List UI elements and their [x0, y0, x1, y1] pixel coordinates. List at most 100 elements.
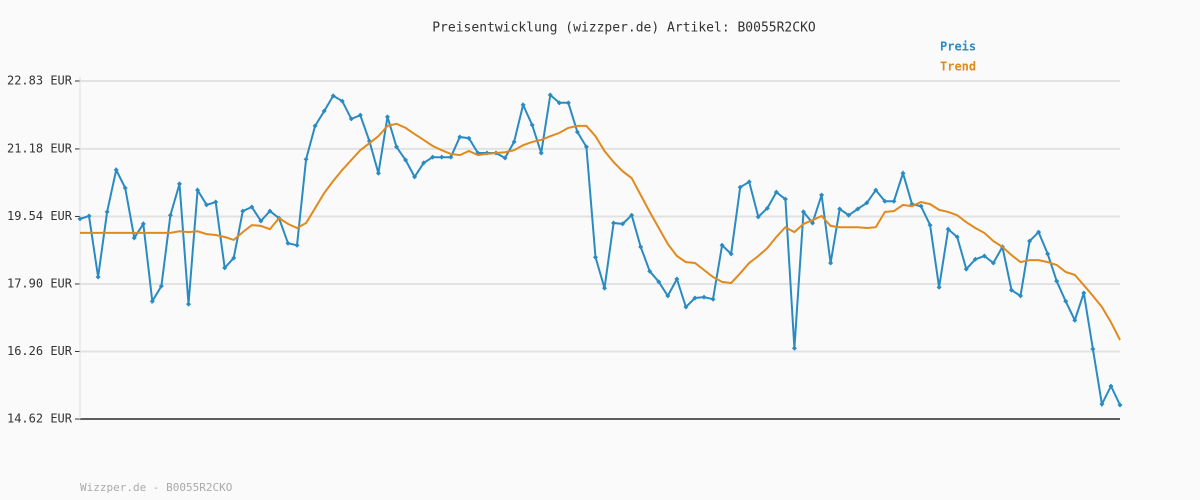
point-marker	[828, 260, 834, 266]
point-marker	[186, 301, 192, 307]
point-marker	[692, 295, 698, 301]
point-marker	[104, 209, 110, 215]
point-marker	[855, 206, 861, 212]
point-marker	[158, 283, 164, 289]
point-marker	[95, 274, 101, 280]
y-tick-label: 17.90 EUR	[7, 276, 73, 290]
point-marker	[683, 304, 689, 310]
point-marker	[1036, 229, 1042, 235]
point-marker	[556, 100, 562, 106]
point-marker	[728, 251, 734, 257]
point-marker	[800, 209, 806, 215]
point-marker	[1099, 401, 1105, 407]
point-marker	[321, 108, 327, 114]
point-marker	[574, 129, 580, 135]
point-marker	[547, 92, 553, 98]
point-marker	[990, 260, 996, 266]
point-marker	[312, 123, 318, 129]
point-marker	[403, 157, 409, 163]
point-marker	[384, 114, 390, 120]
point-marker	[737, 184, 743, 190]
point-marker	[936, 284, 942, 290]
point-marker	[755, 214, 761, 220]
point-marker	[222, 265, 228, 271]
point-marker	[176, 181, 182, 187]
point-marker	[945, 226, 951, 232]
point-marker	[1090, 346, 1096, 352]
chart-title: Preisentwicklung (wizzper.de) Artikel: B…	[432, 21, 816, 36]
point-marker	[846, 212, 852, 218]
point-marker	[149, 298, 155, 304]
point-marker	[1072, 317, 1078, 323]
point-marker	[204, 202, 210, 208]
point-marker	[77, 216, 83, 222]
legend-entry: Preis	[940, 40, 976, 54]
y-tick-label: 16.26 EUR	[7, 344, 73, 358]
point-marker	[421, 160, 427, 166]
point-marker	[167, 212, 173, 218]
point-marker	[231, 255, 237, 261]
point-marker	[918, 203, 924, 209]
point-marker	[701, 294, 707, 300]
point-marker	[375, 170, 381, 176]
point-marker	[665, 293, 671, 299]
y-tick-label: 22.83 EUR	[7, 74, 73, 88]
point-marker	[131, 235, 137, 241]
point-marker	[339, 98, 345, 104]
point-marker	[602, 285, 608, 291]
point-marker	[954, 234, 960, 240]
point-marker	[439, 154, 445, 160]
point-marker	[538, 150, 544, 156]
point-marker	[773, 189, 779, 195]
point-marker	[963, 266, 969, 272]
point-marker	[927, 222, 933, 228]
point-marker	[782, 196, 788, 202]
point-marker	[195, 187, 201, 193]
point-marker	[122, 185, 128, 191]
point-marker	[303, 156, 309, 162]
point-marker	[864, 200, 870, 206]
point-marker	[1008, 287, 1014, 293]
point-marker	[647, 268, 653, 274]
point-marker	[1117, 402, 1123, 408]
point-marker	[457, 134, 463, 140]
point-marker	[1081, 290, 1087, 296]
point-marker	[819, 192, 825, 198]
point-marker	[430, 154, 436, 160]
point-marker	[592, 254, 598, 260]
point-marker	[891, 198, 897, 204]
point-marker	[620, 221, 626, 227]
point-marker	[511, 139, 517, 145]
point-marker	[981, 253, 987, 259]
point-marker	[837, 206, 843, 212]
point-marker	[1045, 251, 1051, 257]
point-marker	[258, 218, 264, 224]
point-marker	[972, 256, 978, 262]
point-marker	[113, 167, 119, 173]
point-marker	[448, 154, 454, 160]
point-marker	[140, 221, 146, 227]
point-marker	[213, 199, 219, 205]
point-marker	[357, 112, 363, 118]
y-tick-label: 19.54 EUR	[7, 209, 73, 223]
point-marker	[1108, 383, 1114, 389]
point-marker	[746, 179, 752, 185]
point-marker	[710, 296, 716, 302]
point-marker	[764, 205, 770, 211]
point-marker	[900, 170, 906, 176]
point-marker	[719, 242, 725, 248]
point-marker	[466, 135, 472, 141]
point-marker	[294, 242, 300, 248]
point-marker	[882, 198, 888, 204]
point-marker	[1054, 278, 1060, 284]
series-line	[79, 93, 1121, 408]
point-marker	[394, 144, 400, 150]
point-marker	[791, 345, 797, 351]
legend-entry: Trend	[940, 60, 976, 74]
point-marker	[583, 144, 589, 150]
point-marker	[412, 174, 418, 180]
point-marker	[249, 204, 255, 210]
point-marker	[267, 208, 273, 214]
point-marker	[674, 276, 680, 282]
point-marker	[1063, 298, 1069, 304]
